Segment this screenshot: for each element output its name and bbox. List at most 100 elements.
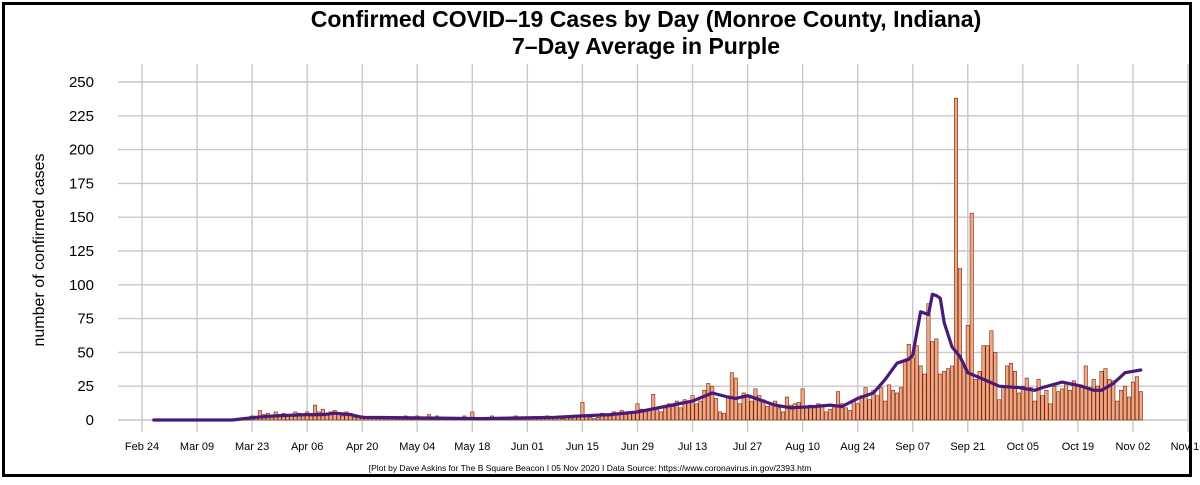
- bar: [619, 410, 624, 421]
- bar: [871, 389, 876, 421]
- bar: [773, 400, 778, 421]
- bar: [780, 411, 785, 421]
- y-tick-label: 0: [86, 412, 94, 429]
- bar: [847, 410, 852, 421]
- bar: [749, 400, 754, 421]
- bar: [792, 403, 797, 421]
- bar: [946, 368, 951, 421]
- x-tick-label: Jun 01: [511, 441, 544, 453]
- y-tick-label: 225: [69, 108, 94, 125]
- chart-title: Confirmed COVID–19 Cases by Day (Monroe …: [311, 6, 982, 32]
- bar: [1036, 379, 1041, 421]
- y-tick-label: 75: [77, 311, 94, 328]
- bar: [777, 407, 782, 421]
- x-tick-label: Sep 07: [895, 441, 930, 453]
- y-tick-label: 150: [69, 209, 94, 226]
- x-tick-label: Mar 09: [180, 441, 214, 453]
- bar: [1127, 396, 1132, 421]
- bar: [851, 400, 856, 421]
- bar: [950, 365, 955, 421]
- bar: [721, 412, 726, 421]
- bar: [832, 406, 837, 421]
- bar: [690, 395, 695, 421]
- grid: [118, 64, 1189, 432]
- bar: [592, 418, 597, 421]
- x-tick-label: Jun 29: [621, 441, 654, 453]
- bar: [914, 345, 919, 421]
- bar: [812, 407, 817, 421]
- x-tick-label: Nov 16: [1171, 441, 1200, 453]
- bar: [938, 373, 943, 421]
- y-tick-label: 200: [69, 142, 94, 159]
- bar: [1068, 389, 1073, 421]
- x-tick-label: Sep 21: [950, 441, 985, 453]
- bar: [942, 371, 947, 421]
- bar: [1028, 387, 1033, 421]
- y-tick-labels: 0 25 50 75 100 125 150 175 200 225 250: [69, 74, 94, 429]
- bar: [977, 371, 982, 421]
- bar: [1052, 385, 1057, 421]
- y-tick-label: 50: [77, 344, 94, 361]
- bar: [643, 411, 648, 421]
- bar: [839, 403, 844, 421]
- bar: [788, 404, 793, 421]
- bar: [1048, 403, 1053, 421]
- bar: [997, 399, 1002, 421]
- bar: [1016, 392, 1021, 421]
- bar: [1091, 379, 1096, 421]
- bar: [1107, 379, 1112, 421]
- bar: [1040, 395, 1045, 421]
- bar: [910, 357, 915, 421]
- bar: [631, 412, 636, 421]
- bar: [1032, 400, 1037, 421]
- bar: [981, 345, 986, 421]
- bar: [741, 392, 746, 421]
- bar: [1087, 387, 1092, 421]
- bar: [604, 415, 609, 421]
- bar: [879, 387, 884, 421]
- bar: [710, 385, 715, 421]
- chart-subtitle: 7–Day Average in Purple: [512, 33, 780, 59]
- bar: [1130, 381, 1135, 421]
- bar: [328, 411, 333, 421]
- bar: [922, 373, 927, 421]
- bar: [1020, 385, 1025, 421]
- x-tick-label: Oct 19: [1062, 441, 1094, 453]
- bar: [745, 396, 750, 421]
- bar: [855, 403, 860, 421]
- bar: [737, 403, 742, 421]
- x-tick-label: Feb 24: [125, 441, 159, 453]
- bar: [934, 338, 939, 421]
- bar: [702, 389, 707, 421]
- bar: [769, 403, 774, 421]
- x-tick-label: Apr 06: [291, 441, 323, 453]
- bar: [1024, 377, 1029, 421]
- bar: [906, 343, 911, 421]
- bar: [666, 403, 671, 421]
- bar: [706, 383, 711, 421]
- bar: [1079, 387, 1084, 421]
- bar: [1075, 385, 1080, 421]
- bar: [753, 388, 758, 421]
- bar: [647, 410, 652, 421]
- bar: [698, 400, 703, 421]
- x-tick-label: Jul 27: [733, 441, 762, 453]
- x-tick-label: Jul 13: [678, 441, 707, 453]
- bar: [843, 407, 848, 421]
- bar: [973, 379, 978, 421]
- bar: [714, 398, 719, 421]
- bar: [816, 403, 821, 421]
- bar: [891, 389, 896, 421]
- x-tick-label: Aug 24: [840, 441, 875, 453]
- x-tick-label: Apr 20: [346, 441, 378, 453]
- y-tick-label: 125: [69, 243, 94, 260]
- bar: [1044, 389, 1049, 421]
- bar: [670, 406, 675, 421]
- bar: [1138, 391, 1143, 421]
- chart-frame: [2, 2, 1192, 477]
- x-tick-labels: Feb 24 Mar 09 Mar 23 Apr 06 Apr 20 May 04 May …: [125, 441, 1200, 453]
- bar: [1083, 365, 1088, 421]
- bar: [588, 416, 593, 421]
- bar: [674, 400, 679, 421]
- bar: [859, 395, 864, 421]
